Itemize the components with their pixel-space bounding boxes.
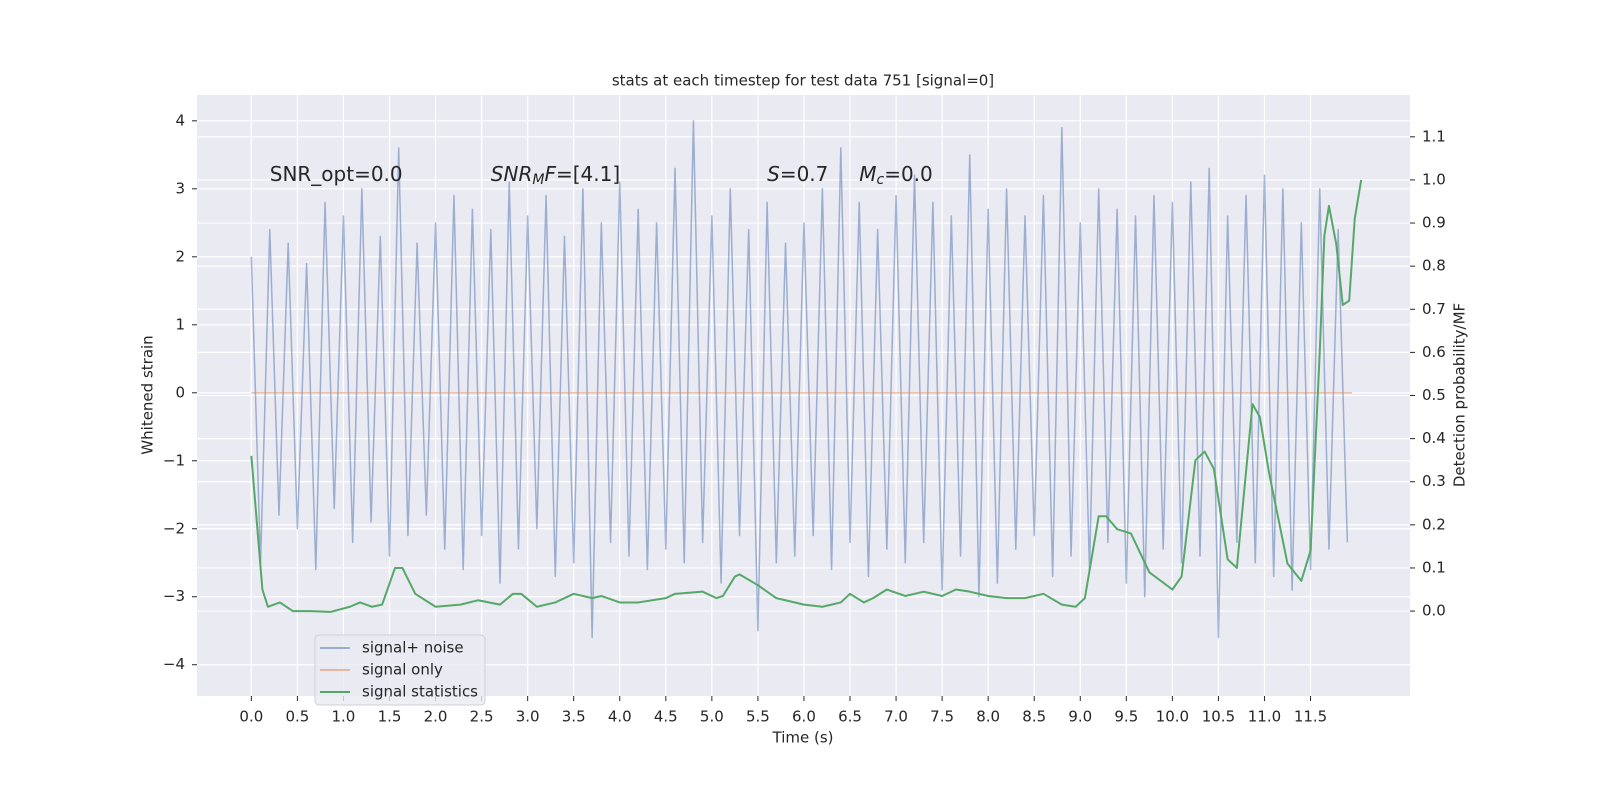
x-tick-label: 6.0: [792, 708, 816, 726]
legend-label: signal only: [362, 661, 443, 679]
y-tick-label: −2: [163, 519, 185, 537]
y-tick-label: −1: [163, 451, 185, 469]
y2-tick-label: 1.1: [1422, 127, 1446, 145]
y-axis-label: Whitened strain: [139, 335, 157, 454]
x-tick-label: 11.5: [1294, 708, 1327, 726]
y2-axis-label: Detection probability/MF: [1451, 303, 1469, 487]
y2-tick-label: 0.0: [1422, 602, 1446, 620]
y-tick-label: 0: [175, 383, 185, 401]
y2-tick-label: 0.3: [1422, 472, 1446, 490]
x-tick-label: 0.0: [239, 708, 263, 726]
y2-tick-label: 0.4: [1422, 429, 1446, 447]
y-tick-label: 4: [175, 111, 185, 129]
y2-tick-label: 0.9: [1422, 214, 1446, 232]
y-tick-label: −4: [163, 655, 185, 673]
x-tick-label: 7.5: [930, 708, 954, 726]
x-tick-label: 3.0: [516, 708, 540, 726]
x-tick-label: 10.5: [1202, 708, 1235, 726]
y2-tick-label: 0.6: [1422, 343, 1446, 361]
annotation-part: S: [767, 162, 780, 186]
annotation: Mc=0.0: [859, 162, 933, 189]
x-tick-label: 11.0: [1248, 708, 1281, 726]
x-tick-label: 1.0: [332, 708, 356, 726]
x-tick-label: 4.0: [608, 708, 632, 726]
y2-tick-label: 0.2: [1422, 515, 1446, 533]
x-tick-label: 6.5: [838, 708, 862, 726]
annotation: S=0.7: [767, 162, 828, 186]
x-tick-label: 8.5: [1022, 708, 1046, 726]
annotation-part: c: [876, 172, 884, 188]
annotation-part: =0.7: [780, 162, 829, 186]
x-tick-label: 7.0: [884, 708, 908, 726]
x-tick-label: 8.0: [976, 708, 1000, 726]
x-tick-label: 4.5: [654, 708, 678, 726]
legend-box: [314, 634, 486, 706]
x-axis-label: Time (s): [772, 729, 834, 747]
x-tick-label: 0.5: [285, 708, 309, 726]
y2-tick-label: 0.5: [1422, 386, 1446, 404]
annotation-part: =0.0: [884, 162, 933, 186]
y2-tick-label: 0.8: [1422, 257, 1446, 275]
series-line: [250, 179, 1363, 613]
annotation-part: SNR: [491, 162, 533, 186]
annotation: SNR_opt=0.0: [270, 162, 403, 186]
x-tick-label: 2.0: [424, 708, 448, 726]
x-tick-label: 3.5: [562, 708, 586, 726]
x-tick-label: 1.5: [378, 708, 402, 726]
annotation-part: M: [532, 172, 544, 188]
x-tick-label: 9.0: [1068, 708, 1092, 726]
y2-tick-label: 1.0: [1422, 170, 1446, 188]
annotation-part: F: [544, 162, 556, 186]
annotation-part: SNR_opt=0.0: [270, 162, 403, 186]
annotation-part: =[4.1]: [556, 162, 620, 186]
chart-title: stats at each timestep for test data 751…: [612, 72, 994, 90]
y2-tick-label: 0.7: [1422, 300, 1446, 318]
y-tick-label: 3: [175, 179, 185, 197]
x-tick-label: 9.5: [1114, 708, 1138, 726]
legend-label: signal statistics: [362, 683, 478, 701]
series-line: [250, 120, 1349, 639]
x-tick-label: 5.0: [700, 708, 724, 726]
x-tick-label: 10.0: [1156, 708, 1189, 726]
legend-label: signal+ noise: [362, 639, 464, 657]
x-tick-label: 5.5: [746, 708, 770, 726]
y-tick-label: 2: [175, 247, 185, 265]
x-tick-label: 2.5: [470, 708, 494, 726]
y2-tick-label: 0.1: [1422, 558, 1446, 576]
annotation-part: M: [859, 162, 876, 186]
y-tick-label: 1: [175, 315, 185, 333]
y-tick-label: −3: [163, 587, 185, 605]
annotation: SNRMF=[4.1]: [491, 162, 620, 189]
